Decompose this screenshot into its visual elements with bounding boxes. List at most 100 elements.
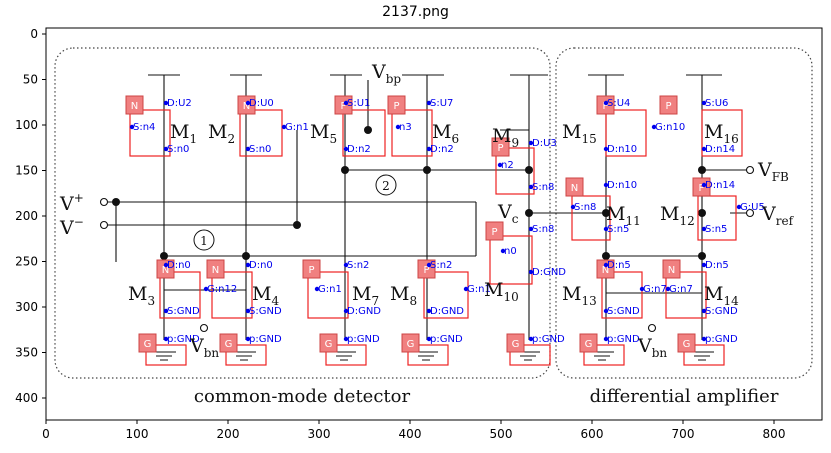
- type-tag-box: [491, 137, 510, 157]
- node-2-label: 2: [382, 179, 390, 193]
- caption-common-mode-detector: common-mode detector: [194, 386, 411, 407]
- node-label: D:n10: [607, 180, 637, 191]
- node-label: D:GND: [532, 267, 566, 278]
- node-marker: [245, 100, 251, 106]
- junction-dots: [112, 126, 706, 260]
- node-marker: [395, 124, 401, 130]
- node-label: G:n1: [285, 122, 309, 133]
- node-label: S:n0: [249, 144, 271, 155]
- node-marker: [603, 146, 609, 152]
- node-marker: [245, 308, 251, 314]
- type-tag-box: [387, 95, 406, 115]
- node-label: p:GND: [347, 334, 380, 345]
- node-label: S:U1: [347, 98, 370, 109]
- transistor-name-subscript: 12: [679, 214, 694, 228]
- transistor-name-letter: M: [432, 121, 451, 143]
- node-label: p:GND: [249, 334, 282, 345]
- node-marker: [163, 262, 169, 268]
- type-tag: P: [423, 265, 429, 276]
- ground-tag-box: [319, 333, 338, 353]
- node-label: D:U0: [249, 98, 274, 109]
- node-label: D:n14: [705, 144, 735, 155]
- type-tag-box: [125, 95, 144, 115]
- transistor-name-subscript: 15: [581, 132, 596, 146]
- node-label: S:n8: [574, 202, 596, 213]
- transistor-name-subscript: 16: [723, 132, 738, 146]
- transistor-name: M14: [704, 283, 739, 308]
- transistor-name-subscript: 11: [625, 214, 640, 228]
- type-tag: N: [602, 265, 609, 276]
- transistor-name-subscript: 10: [503, 290, 518, 304]
- ground-tag-box: [219, 333, 238, 353]
- transistor-name-letter: M: [484, 279, 503, 301]
- transistor-name-letter: M: [352, 283, 371, 305]
- node-marker: [651, 124, 657, 130]
- node-label: n2: [501, 160, 514, 171]
- type-tag: N: [571, 183, 578, 194]
- vfb-label: VFB: [757, 159, 789, 184]
- node-label: n3: [399, 122, 412, 133]
- node-marker: [528, 336, 534, 342]
- transistor-name-subscript: 3: [147, 294, 155, 308]
- caption-differential-amplifier: differential amplifier: [590, 386, 779, 407]
- x-tick-label: 400: [399, 427, 422, 441]
- node-2-circle: [375, 174, 397, 196]
- transistor-name: M10: [484, 279, 519, 304]
- node-marker: [500, 248, 506, 254]
- node-label: S:n8: [532, 224, 554, 235]
- node-marker: [701, 100, 707, 106]
- transistor-name-letter: M: [310, 121, 329, 143]
- transistor-name-letter: M: [660, 203, 679, 225]
- vc-label: Vc: [497, 201, 519, 226]
- transistor-name: M9: [492, 125, 519, 150]
- transistor-name: M4: [252, 283, 279, 308]
- node-label: p:GND: [705, 334, 738, 345]
- type-tag: N: [162, 265, 169, 276]
- node-label: S:U6: [705, 98, 728, 109]
- vbp-label: Vbp: [371, 61, 401, 86]
- node-marker: [736, 204, 742, 210]
- node-label: S:n2: [347, 260, 369, 271]
- transistor-type-tags: N N P P P P P N P N N P P P N N: [125, 95, 711, 279]
- y-tick-label: 300: [15, 300, 38, 314]
- type-tag-box: [659, 95, 678, 115]
- node-label: S:n2: [430, 260, 452, 271]
- node-marker: [603, 262, 609, 268]
- node-marker: [528, 184, 534, 190]
- node-marker: [129, 124, 135, 130]
- transistor-name-subscript: 5: [329, 132, 337, 146]
- node-label: G:U5: [740, 202, 765, 213]
- node-marker: [603, 308, 609, 314]
- transistor-name-subscript: 14: [723, 294, 739, 308]
- transistor-name-letter: M: [128, 283, 147, 305]
- node-marker: [163, 100, 169, 106]
- common-mode-detector-block: [54, 47, 551, 379]
- node-label: S:U4: [607, 98, 630, 109]
- transistor-name: M15: [562, 121, 597, 146]
- node-marker: [343, 262, 349, 268]
- transistor-name: M1: [170, 121, 197, 146]
- x-tick-label: 300: [308, 427, 331, 441]
- node-marker: [701, 146, 707, 152]
- node-label: S:n8: [532, 182, 554, 193]
- type-tag-box: [662, 259, 681, 279]
- node-marker: [163, 336, 169, 342]
- node-marker: [701, 226, 707, 232]
- vbn-right-label: Vbn: [637, 335, 667, 360]
- ground-tag: G: [407, 339, 415, 350]
- y-tick-label: 100: [15, 118, 38, 132]
- transistor-name: M12: [660, 203, 695, 228]
- ground-tag-box: [138, 333, 157, 353]
- y-tick-label: 400: [15, 391, 38, 405]
- node-label: S:n5: [607, 224, 629, 235]
- node-marker: [426, 308, 432, 314]
- node-marker: [603, 226, 609, 232]
- node-label: p:GND: [532, 334, 565, 345]
- node-marker: [528, 226, 534, 232]
- transistor-name-subscript: 6: [451, 132, 459, 146]
- type-tag-box: [237, 95, 256, 115]
- transistor-name-subscript: 7: [371, 294, 379, 308]
- transistor-name: M11: [606, 203, 641, 228]
